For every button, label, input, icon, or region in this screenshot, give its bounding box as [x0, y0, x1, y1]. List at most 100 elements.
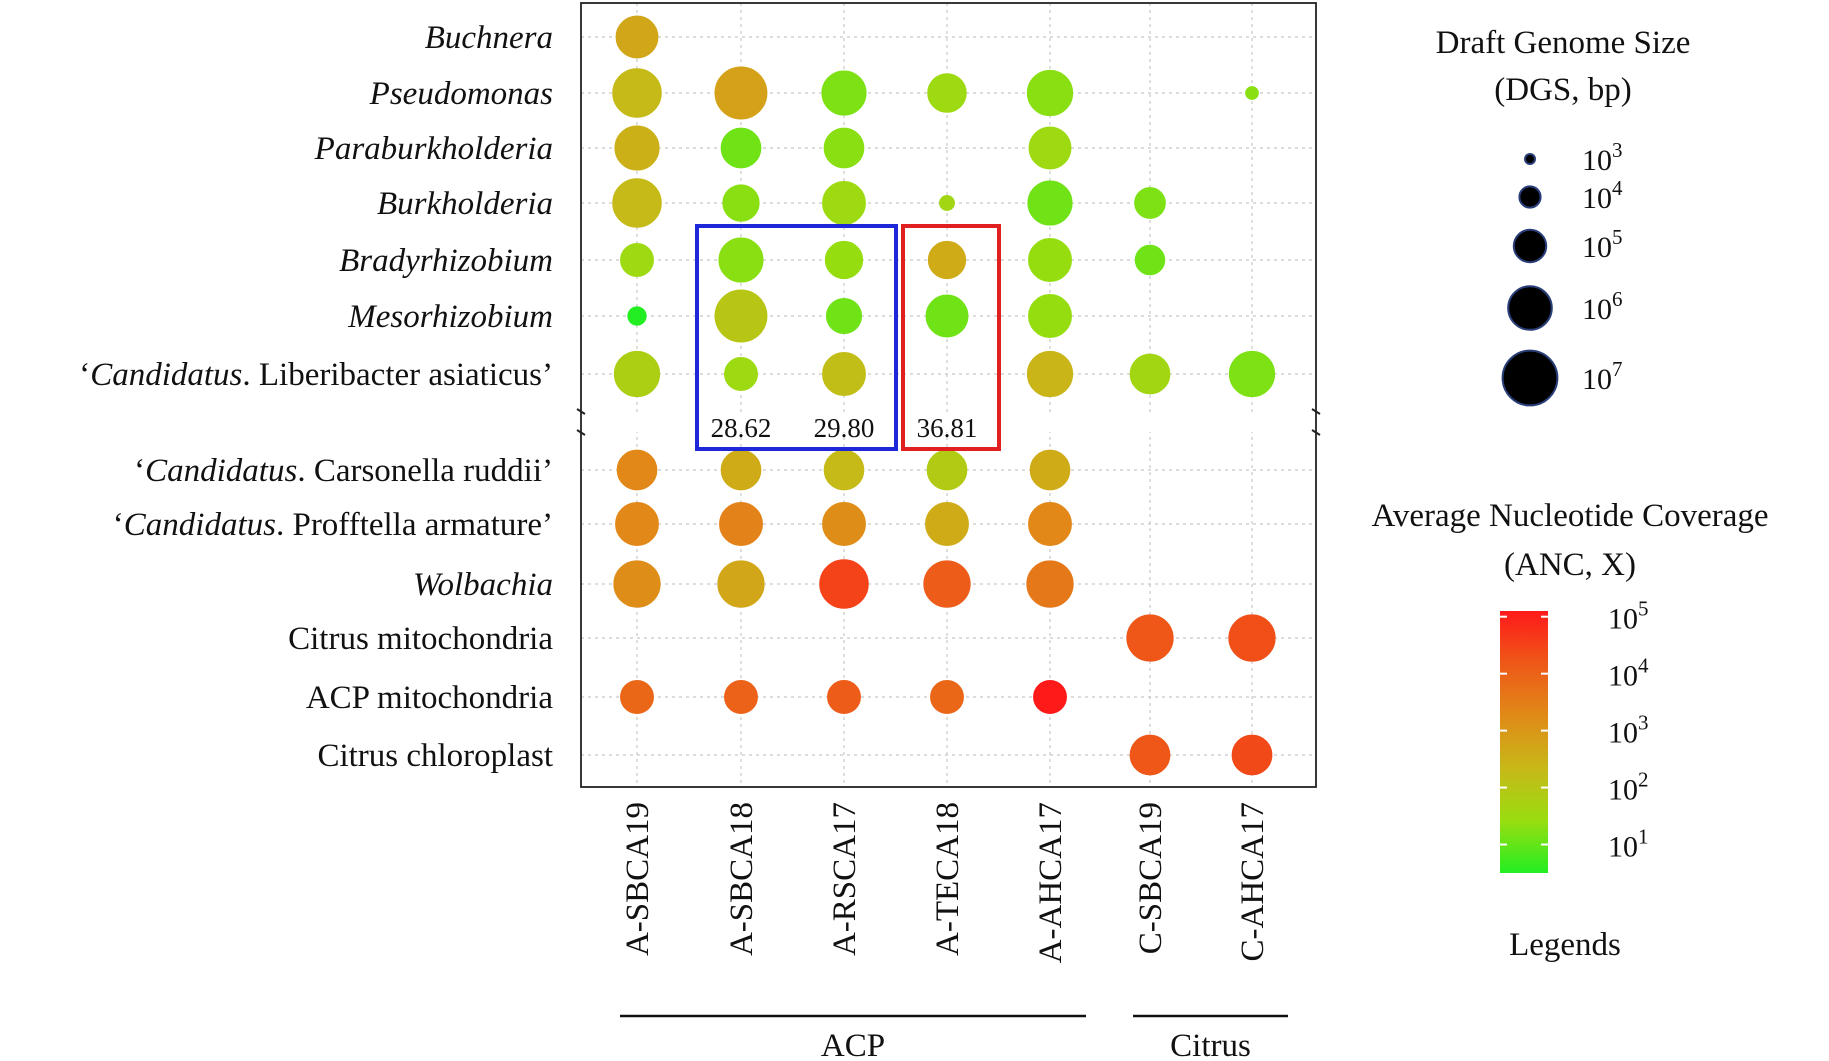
bubble-point [616, 449, 658, 491]
bubble-point [615, 15, 659, 59]
bubble-point [1126, 614, 1174, 662]
size-legend-subtitle: (DGS, bp) [1494, 72, 1632, 108]
box-value-label: 29.80 [814, 413, 875, 443]
bubble-point [823, 127, 865, 169]
bubble-point [724, 357, 758, 391]
bubble-point [1228, 350, 1276, 398]
size-legend-label: 106 [1582, 287, 1623, 326]
bubble-point [925, 502, 969, 546]
bubble-point [926, 449, 968, 491]
highlight-boxes: 28.62 29.80 36.81 [695, 224, 1001, 451]
bubble-point [824, 240, 864, 280]
column-label: A-TECA18 [930, 802, 966, 956]
bubble-point [821, 70, 867, 116]
bubble-point [939, 195, 955, 211]
bubble-point [720, 449, 762, 491]
bubble-point [1129, 734, 1171, 776]
column-groups: ACP Citrus [620, 1014, 1288, 1061]
box-value-label: 28.62 [711, 413, 772, 443]
bubble-point [714, 66, 768, 120]
bubble-point [1129, 353, 1171, 395]
bubble-point [613, 560, 661, 608]
bubble-point [620, 243, 654, 277]
bubble-point [1028, 294, 1072, 338]
size-legend-circle [1501, 349, 1559, 407]
bubble-point [925, 294, 969, 338]
bubble-point [930, 680, 964, 714]
bubble-point [612, 68, 662, 118]
row-label: Burkholderia [377, 186, 553, 222]
box-value-label: 36.81 [917, 413, 978, 443]
bubble-point [615, 502, 659, 546]
bubble-point [1134, 244, 1166, 276]
bubble-point [1231, 734, 1273, 776]
group-label: Citrus [1170, 1028, 1251, 1061]
bubble-point [1026, 69, 1074, 117]
legends-label: Legends [1509, 927, 1621, 963]
size-legend-title: Draft Genome Size [1436, 25, 1691, 61]
bubble-point [1029, 449, 1071, 491]
color-legend-label: 103 [1608, 711, 1649, 750]
bubble-point [627, 306, 647, 326]
column-label: C-AHCA17 [1235, 802, 1271, 962]
bubble-point [1033, 680, 1067, 714]
color-legend-label: 101 [1608, 825, 1649, 864]
color-legend-label: 104 [1608, 654, 1649, 693]
bubble-point [1026, 560, 1074, 608]
axis-break-band [578, 412, 1319, 432]
size-legend-label: 104 [1582, 176, 1623, 215]
bubble-point [718, 237, 764, 283]
bubble-point [923, 560, 971, 608]
highlight-box [695, 224, 898, 451]
bubble-point [827, 680, 861, 714]
row-labels: Buchnera Pseudomonas Paraburkholderia Burkh… [79, 20, 553, 774]
row-label: Buchnera [425, 20, 553, 56]
bubble-point [927, 240, 967, 280]
bubble-point [724, 680, 758, 714]
size-legend-circle [1518, 185, 1542, 209]
bubble-point [717, 560, 765, 608]
row-label: Pseudomonas [369, 76, 553, 112]
bubble-point [1228, 614, 1276, 662]
row-label: Bradyrhizobium [339, 243, 553, 279]
color-legend-label: 105 [1608, 597, 1649, 636]
bubble-point [1245, 86, 1259, 100]
bubble-point [612, 178, 662, 228]
bubble-point [819, 559, 869, 609]
color-legend: Average Nucleotide Coverage (ANC, X) 101 10… [1371, 498, 1769, 873]
row-label: ACP mitochondria [306, 680, 554, 716]
color-legend-label: 102 [1608, 768, 1649, 807]
row-label: Paraburkholderia [314, 131, 553, 167]
bubble-point [1026, 350, 1074, 398]
bubble-point [714, 289, 768, 343]
bubble-point [1027, 180, 1073, 226]
column-label: A-SBCA19 [620, 802, 656, 956]
row-label: ‘Candidatus. Profftella armature’ [113, 507, 553, 543]
bubble-point [720, 127, 762, 169]
row-label: ‘Candidatus. Liberibacter asiaticus’ [79, 357, 553, 393]
size-legend-circle [1524, 153, 1536, 165]
color-legend-bar [1500, 611, 1548, 873]
size-legend-label: 103 [1582, 138, 1623, 177]
size-legend-circle [1512, 228, 1548, 264]
size-legend-label: 105 [1582, 225, 1623, 264]
bubble-point [1134, 187, 1166, 219]
color-legend-title: Average Nucleotide Coverage [1371, 498, 1768, 534]
row-label: ‘Candidatus. Carsonella ruddii’ [134, 453, 553, 489]
bubble-point [822, 352, 866, 396]
bubble-point [722, 184, 760, 222]
column-label: A-SBCA18 [724, 802, 760, 956]
bubble-point [1028, 502, 1072, 546]
size-legend-circle [1507, 285, 1553, 331]
row-label: Mesorhizobium [347, 299, 553, 335]
bubble-point [822, 181, 866, 225]
bubble-point [822, 502, 866, 546]
column-labels: A-SBCA19 A-SBCA18 A-RSCA17 A-TECA18 A-AHCA17… [620, 802, 1271, 963]
bubbles [612, 15, 1276, 776]
grid-lines [576, 3, 1321, 787]
bubble-point [823, 449, 865, 491]
bubble-point [825, 297, 863, 335]
column-label: C-SBCA19 [1133, 802, 1169, 954]
bubble-point [1028, 126, 1072, 170]
